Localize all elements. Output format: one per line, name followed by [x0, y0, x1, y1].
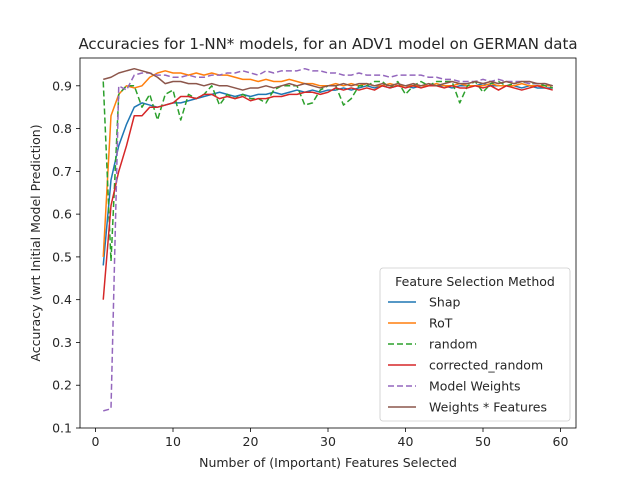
x-tick-label: 30 [320, 434, 336, 449]
legend-label-corrected-random: corrected_random [429, 358, 543, 373]
x-tick-label: 40 [398, 434, 414, 449]
plot-lines [102, 67, 553, 412]
legend-label-model-weights: Model Weights [429, 379, 521, 394]
legend-label-shap: Shap [429, 295, 461, 310]
y-tick-label: 0.2 [52, 378, 72, 393]
legend-title: Feature Selection Method [395, 274, 555, 289]
y-tick-label: 0.5 [52, 249, 72, 264]
y-axis-ticks: 0.1 0.2 0.3 0.4 0.5 0.6 0.7 0.8 0.9 [52, 78, 80, 436]
x-axis-label: Number of (Important) Features Selected [199, 455, 457, 470]
series-line-corrected-random [102, 85, 553, 300]
y-tick-label: 0.9 [52, 78, 72, 93]
y-tick-label: 0.1 [52, 421, 72, 436]
x-axis-ticks: 0 10 20 30 40 50 60 [92, 428, 569, 449]
y-tick-label: 0.7 [52, 164, 72, 179]
x-tick-label: 60 [553, 434, 569, 449]
y-tick-label: 0.4 [52, 292, 72, 307]
x-tick-label: 10 [165, 434, 181, 449]
x-tick-label: 50 [475, 434, 491, 449]
legend-label-rot: RoT [429, 316, 453, 331]
legend-items: Shap RoT random corrected_random Model Weigh… [388, 295, 547, 415]
legend-box [379, 267, 571, 422]
y-tick-label: 0.3 [52, 335, 72, 350]
series-line-weights-features [103, 67, 553, 91]
y-tick-label: 0.6 [52, 207, 72, 222]
x-tick-label: 0 [92, 434, 100, 449]
legend-label-weights-features: Weights * Features [429, 400, 547, 415]
series-line-model-weights [103, 67, 553, 412]
legend-label-random: random [429, 337, 477, 352]
x-tick-label: 20 [243, 434, 259, 449]
y-tick-label: 0.8 [52, 121, 72, 136]
legend: Feature Selection Method Shap RoT random co… [379, 267, 571, 422]
y-axis-label: Accuracy (wrt Initial Model Prediction) [28, 124, 43, 361]
chart-title: Accuracies for 1-NN* models, for an ADV1… [78, 35, 577, 53]
